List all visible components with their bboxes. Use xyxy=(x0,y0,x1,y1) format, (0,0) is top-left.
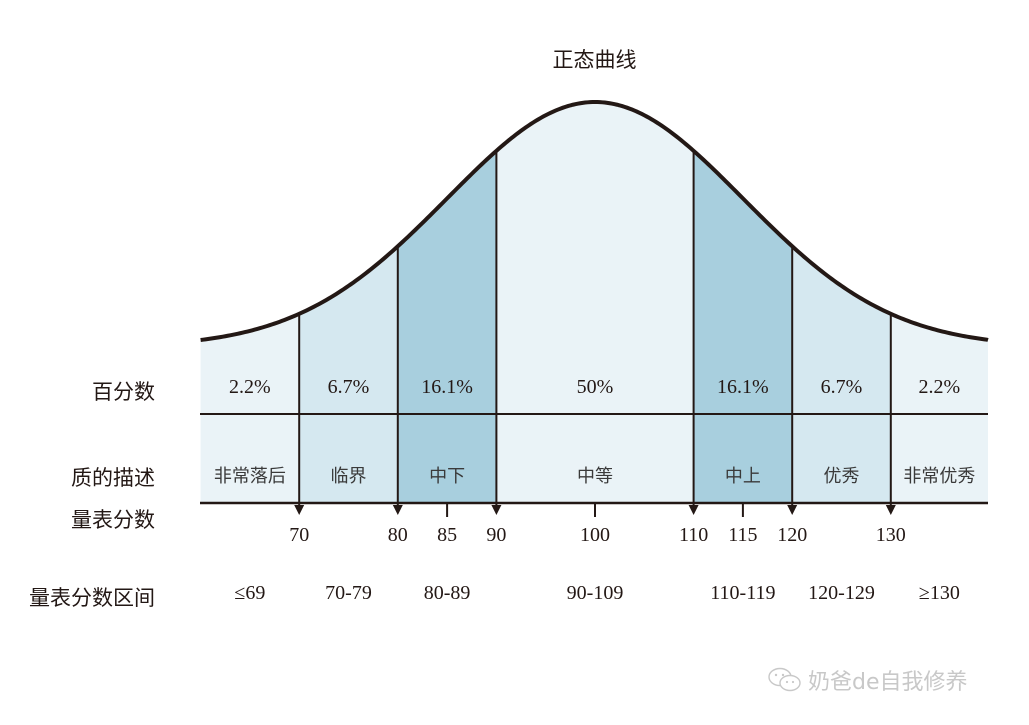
row-label-score: 量表分数 xyxy=(71,508,155,532)
segment-fill-4 xyxy=(693,150,793,503)
x-tick-label: 70 xyxy=(289,524,310,546)
percent-cell: 2.2% xyxy=(229,376,271,398)
row-label-description: 质的描述 xyxy=(71,466,155,490)
x-tick-label: 90 xyxy=(486,524,507,546)
score-range-label: 110-119 xyxy=(710,582,776,604)
score-range-label: ≥130 xyxy=(918,582,960,604)
description-cell: 优秀 xyxy=(823,466,860,487)
arrow-icon xyxy=(294,505,305,515)
arrow-icon xyxy=(885,505,896,515)
segment-fill-2 xyxy=(397,150,497,503)
arrow-icon xyxy=(392,505,403,515)
percent-cell: 50% xyxy=(576,376,614,398)
description-cell: 中上 xyxy=(724,466,761,487)
score-range-label: 120-129 xyxy=(808,582,875,604)
arrow-icon xyxy=(491,505,502,515)
percent-cell: 16.1% xyxy=(717,376,769,398)
segment-fill-1 xyxy=(299,246,398,503)
percent-cell: 2.2% xyxy=(918,376,961,398)
score-range-label: 70-79 xyxy=(325,582,372,604)
segment-fill-6 xyxy=(890,313,988,503)
x-tick-label: 115 xyxy=(728,524,758,546)
description-cell: 临界 xyxy=(330,466,367,487)
segment-fill-0 xyxy=(200,313,300,503)
chart-title: 正态曲线 xyxy=(552,48,637,72)
score-range-label: 90-109 xyxy=(566,582,624,604)
x-tick-label: 100 xyxy=(580,524,610,546)
row-label-percent: 百分数 xyxy=(92,380,155,404)
x-tick-label: 110 xyxy=(678,524,709,546)
x-tick-label: 80 xyxy=(387,524,408,546)
x-tick-label: 85 xyxy=(437,524,458,546)
x-tick-label: 120 xyxy=(777,524,808,546)
description-cell: 中等 xyxy=(576,466,613,487)
description-cell: 中下 xyxy=(429,466,466,487)
description-cell: 非常落后 xyxy=(213,466,286,487)
percent-cell: 6.7% xyxy=(820,376,863,398)
score-range-label: ≤69 xyxy=(234,582,266,604)
segment-fill-3 xyxy=(496,102,694,503)
table-lines xyxy=(200,150,988,517)
percent-cell: 16.1% xyxy=(421,376,473,398)
percent-cell: 6.7% xyxy=(327,376,370,398)
wechat-icon xyxy=(768,667,801,692)
description-cell: 非常优秀 xyxy=(903,466,976,487)
score-range-label: 80-89 xyxy=(423,582,471,604)
arrow-icon xyxy=(688,505,699,515)
normal-curve xyxy=(200,99,989,342)
row-label-score-range: 量表分数区间 xyxy=(29,586,155,610)
segment-fill-5 xyxy=(792,246,891,503)
arrow-icon xyxy=(787,505,798,515)
x-tick-label: 130 xyxy=(875,524,906,546)
watermark: 奶爸de自我修养 xyxy=(768,664,968,696)
watermark-text: 奶爸de自我修养 xyxy=(808,670,968,695)
